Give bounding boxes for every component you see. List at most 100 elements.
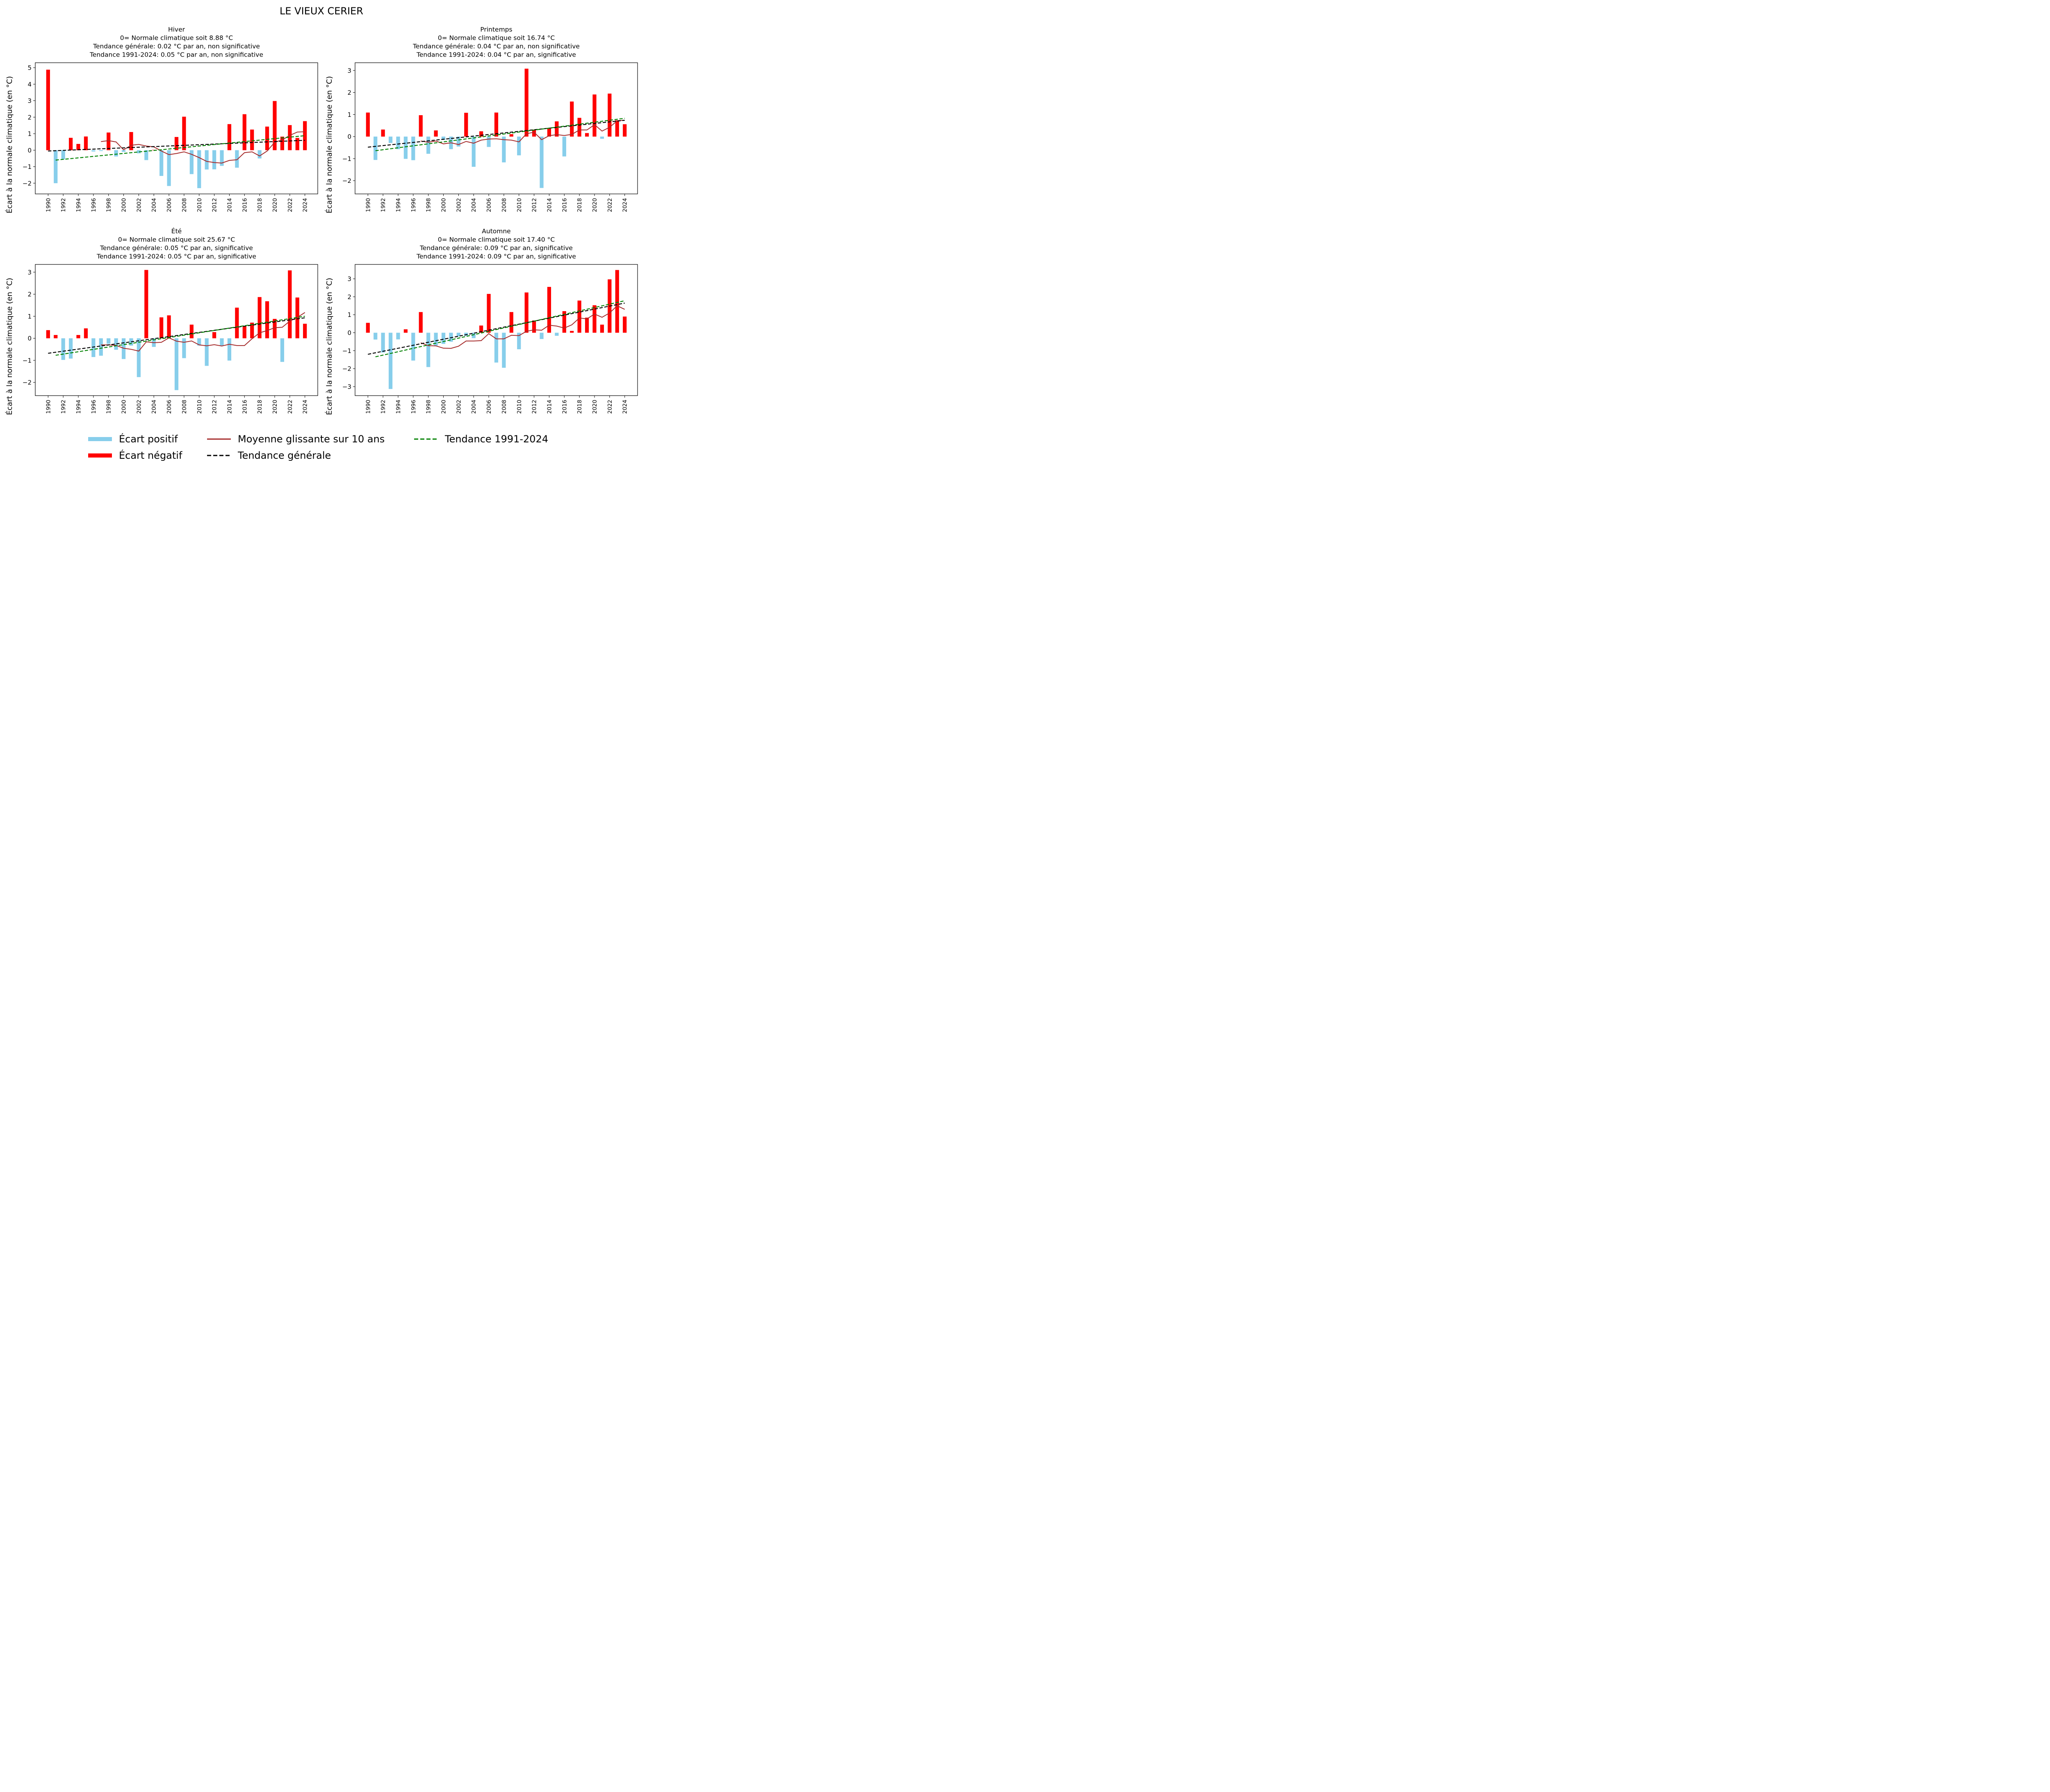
- x-tick-label: 2012: [531, 400, 538, 414]
- bar-2016: [562, 137, 566, 157]
- x-tick-label: 2012: [212, 400, 218, 414]
- bar-1992: [381, 332, 385, 353]
- bar-1999: [434, 130, 438, 137]
- y-axis-label: Écart à la normale climatique (en °C): [325, 76, 334, 214]
- bar-2012: [212, 150, 216, 170]
- x-tick-label: 1998: [106, 198, 112, 212]
- bar-2019: [585, 317, 589, 333]
- bar-2005: [479, 131, 483, 137]
- bar-2009: [189, 150, 194, 174]
- bar-2006: [487, 294, 491, 333]
- bar-2009: [189, 324, 194, 339]
- x-tick-label: 2020: [592, 400, 598, 414]
- subplot-subtitle: Tendance 1991-2024: 0.09 °C par an, sign…: [416, 253, 576, 260]
- x-tick-label: 2012: [212, 198, 218, 212]
- x-tick-label: 2004: [471, 400, 477, 414]
- x-tick-label: 2020: [272, 198, 278, 212]
- bar-1997: [99, 338, 103, 356]
- bar-2011: [205, 338, 209, 366]
- x-tick-label: 1990: [45, 198, 52, 212]
- bar-2008: [182, 338, 186, 358]
- x-tick-label: 1990: [45, 400, 52, 414]
- bar-2008: [502, 137, 506, 163]
- x-tick-label: 2008: [501, 400, 508, 414]
- bar-2023: [615, 120, 619, 137]
- x-tick-label: 2008: [501, 198, 508, 212]
- bar-2023: [615, 270, 619, 333]
- legend-label: Tendance générale: [237, 450, 331, 461]
- moving-average-line: [420, 305, 625, 349]
- legend-item: Écart négatif: [88, 449, 182, 461]
- x-tick-label: 2024: [302, 198, 309, 212]
- x-tick-label: 2024: [622, 198, 629, 212]
- y-tick-label: −2: [23, 379, 32, 386]
- bar-2014: [547, 287, 551, 333]
- y-tick-label: −2: [342, 365, 351, 373]
- bar-2007: [174, 338, 179, 390]
- x-tick-label: 1996: [410, 198, 417, 212]
- x-tick-label: 2022: [287, 198, 294, 212]
- bar-1993: [68, 138, 73, 150]
- bar-2010: [197, 150, 201, 188]
- bar-2017: [570, 101, 574, 137]
- x-tick-label: 1992: [60, 400, 67, 414]
- figure-suptitle: LE VIEUX CERIER: [280, 5, 363, 17]
- x-tick-label: 2002: [136, 198, 142, 212]
- bar-2006: [167, 315, 171, 339]
- x-tick-label: 2004: [471, 198, 477, 212]
- bar-2000: [441, 137, 446, 140]
- trend-general-line: [48, 140, 305, 152]
- bar-2019: [585, 133, 589, 137]
- bar-1996: [91, 150, 96, 152]
- bar-2017: [250, 130, 254, 150]
- subplot-subtitle: Tendance générale: 0.05 °C par an, signi…: [100, 244, 253, 252]
- bar-2002: [137, 338, 141, 377]
- x-tick-label: 2002: [136, 400, 142, 414]
- bar-2020: [273, 319, 277, 339]
- bar-1992: [61, 150, 65, 159]
- bar-2024: [623, 317, 627, 333]
- bar-2024: [303, 121, 307, 150]
- x-tick-label: 2024: [622, 400, 629, 414]
- bar-2012: [212, 332, 216, 339]
- y-tick-label: 0: [27, 147, 32, 154]
- bar-2016: [562, 311, 566, 333]
- bar-2021: [600, 324, 604, 333]
- bar-2024: [303, 323, 307, 339]
- legend: Écart positif Écart négatif Moyenne glissa…: [88, 433, 548, 461]
- x-tick-label: 2018: [257, 198, 263, 212]
- x-tick-label: 2004: [151, 198, 157, 212]
- bar-2006: [487, 137, 491, 147]
- legend-label: Écart négatif: [119, 449, 182, 461]
- bar-2005: [159, 150, 164, 176]
- x-tick-label: 2008: [181, 400, 188, 414]
- legend-label: Écart positif: [119, 433, 178, 445]
- trend-1991-2024-line: [55, 135, 305, 161]
- bar-2019: [265, 301, 269, 339]
- subplot-subtitle: 0= Normale climatique soit 25.67 °C: [118, 236, 235, 244]
- x-tick-label: 2010: [196, 400, 203, 414]
- bar-2020: [592, 305, 597, 333]
- trend-1991-2024-line: [55, 316, 305, 356]
- bar-2007: [494, 112, 499, 137]
- bar-2002: [456, 137, 460, 147]
- bar-2016: [242, 326, 246, 339]
- subplot-subtitle: Tendance 1991-2024: 0.05 °C par an, sign…: [96, 253, 256, 260]
- y-tick-label: −3: [342, 383, 351, 391]
- y-tick-label: −1: [342, 347, 351, 355]
- x-tick-label: 2014: [546, 400, 553, 414]
- bar-1990: [46, 330, 50, 339]
- legend-item: Écart positif: [88, 433, 178, 445]
- bar-2018: [577, 118, 581, 137]
- bar-2021: [600, 137, 604, 139]
- plot-frame: [35, 62, 318, 194]
- bar-2018: [577, 301, 581, 333]
- y-axis-label: Écart à la normale climatique (en °C): [5, 76, 14, 214]
- bar-2002: [456, 332, 460, 337]
- x-tick-label: 1994: [75, 198, 82, 212]
- x-tick-label: 2014: [226, 198, 233, 212]
- bar-1999: [434, 332, 438, 346]
- y-tick-label: 0: [27, 335, 32, 342]
- bar-2000: [121, 338, 126, 359]
